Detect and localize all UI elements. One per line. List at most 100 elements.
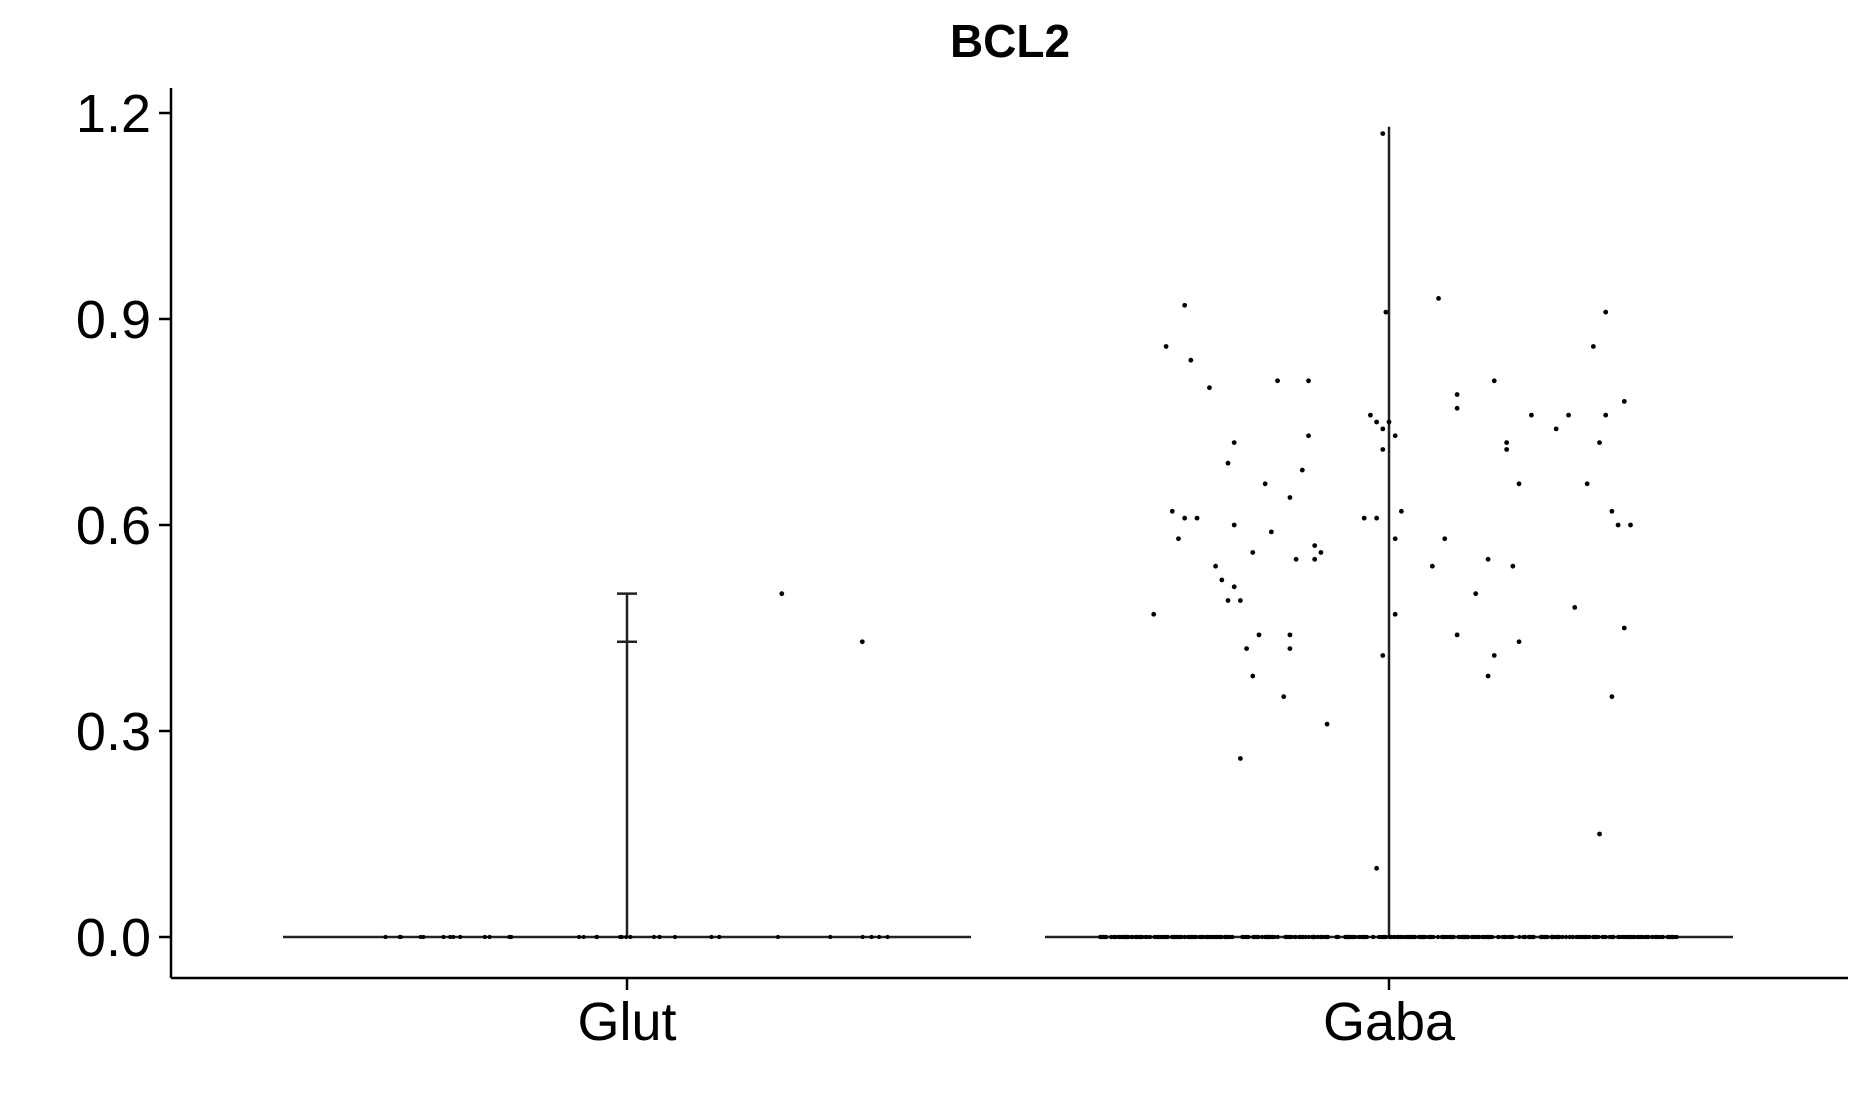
- zero-data-point: [1607, 934, 1612, 940]
- zero-data-point: [1112, 934, 1117, 940]
- data-point: [1392, 433, 1398, 439]
- data-point: [1231, 584, 1237, 590]
- data-point: [1609, 508, 1615, 514]
- data-point: [779, 591, 785, 597]
- zero-data-point: [421, 934, 426, 940]
- zero-data-point: [1563, 934, 1569, 940]
- zero-data-point: [1404, 934, 1409, 940]
- y-axis-ticks: 0.0 0.3 0.6 0.9 1.2: [76, 84, 171, 968]
- data-point: [1380, 131, 1386, 137]
- data-point: [859, 639, 865, 645]
- data-point: [1231, 522, 1237, 528]
- zero-data-point: [1411, 934, 1416, 940]
- zero-data-point: [1456, 934, 1461, 940]
- zero-data-point: [1356, 934, 1362, 940]
- data-point: [1207, 385, 1212, 391]
- data-point: [1454, 632, 1460, 638]
- zero-data-point: [1315, 934, 1320, 940]
- data-point: [1318, 550, 1324, 555]
- zero-data-point: [1481, 934, 1486, 940]
- x-tick-label: Gaba: [1323, 992, 1456, 1052]
- data-point: [1250, 673, 1256, 679]
- data-point: [1454, 405, 1460, 411]
- data-point: [1250, 550, 1256, 555]
- data-point: [1504, 440, 1510, 445]
- data-point: [1590, 344, 1596, 349]
- data-point: [1572, 605, 1578, 610]
- data-point: [1374, 865, 1380, 871]
- zero-data-point: [1650, 934, 1655, 940]
- data-point: [1213, 563, 1219, 569]
- violin-groups: [283, 126, 1733, 939]
- data-point: [1383, 309, 1389, 315]
- data-point: [1529, 412, 1534, 418]
- data-point: [1553, 426, 1559, 432]
- data-point: [1256, 632, 1262, 638]
- zero-data-point: [1673, 934, 1678, 940]
- data-point: [1361, 515, 1367, 521]
- data-point: [1287, 646, 1293, 651]
- zero-data-point: [487, 934, 492, 940]
- zero-data-point: [1292, 934, 1297, 940]
- zero-data-point: [1165, 934, 1170, 940]
- zero-data-point: [482, 934, 487, 940]
- zero-data-point: [1252, 934, 1257, 940]
- zero-data-point: [628, 934, 633, 940]
- zero-data-point: [651, 934, 657, 940]
- data-point: [1473, 591, 1479, 597]
- data-point: [1621, 399, 1627, 404]
- zero-data-point: [1560, 934, 1565, 940]
- zero-data-point: [1496, 934, 1501, 940]
- zero-data-point: [1543, 934, 1548, 940]
- zero-data-point: [1099, 934, 1104, 940]
- zero-data-point: [1523, 934, 1528, 940]
- x-axis-ticks: Glut Gaba: [577, 978, 1456, 1052]
- data-point: [1442, 536, 1448, 542]
- y-tick-label: 0.9: [76, 290, 151, 350]
- zero-data-point: [1155, 934, 1160, 940]
- zero-data-point: [1435, 934, 1441, 940]
- zero-data-point: [1351, 934, 1356, 940]
- zero-data-point: [1109, 934, 1114, 940]
- data-point: [1293, 556, 1299, 562]
- data-point: [1392, 536, 1398, 542]
- zero-data-point: [1592, 934, 1598, 940]
- data-point: [1368, 412, 1373, 418]
- zero-data-point: [1392, 934, 1397, 940]
- chart-title: BCL2: [950, 15, 1070, 67]
- zero-data-point: [1301, 934, 1306, 940]
- zero-data-point: [1182, 934, 1187, 940]
- y-tick-label: 0.0: [76, 908, 151, 968]
- data-point: [1237, 598, 1243, 603]
- data-point: [1182, 302, 1188, 308]
- zero-data-point: [1551, 934, 1556, 940]
- zero-data-point: [1275, 934, 1280, 940]
- zero-data-point: [1176, 934, 1181, 940]
- zero-data-point: [877, 934, 882, 940]
- data-point: [1169, 508, 1175, 514]
- zero-data-point: [1462, 934, 1467, 940]
- data-point: [1287, 632, 1293, 638]
- zero-data-point: [1194, 934, 1199, 940]
- zero-data-point: [397, 934, 402, 940]
- zero-data-point: [1218, 934, 1223, 940]
- zero-data-point: [1600, 934, 1605, 940]
- data-point: [1281, 694, 1287, 700]
- data-point: [1516, 481, 1522, 487]
- zero-data-point: [618, 934, 623, 940]
- zero-data-point: [1135, 934, 1140, 940]
- zero-data-point: [1635, 934, 1640, 940]
- data-point: [1182, 515, 1188, 521]
- zero-data-point: [1287, 934, 1292, 940]
- zero-data-point: [1538, 934, 1543, 940]
- zero-data-point: [1577, 934, 1583, 940]
- zero-data-point: [1188, 934, 1193, 940]
- zero-data-point: [1370, 934, 1376, 940]
- data-point: [1504, 447, 1510, 452]
- data-point: [1454, 392, 1460, 397]
- zero-data-point: [1502, 934, 1507, 940]
- data-point: [1429, 563, 1435, 569]
- data-point: [1225, 460, 1231, 466]
- zero-data-point: [1603, 934, 1608, 940]
- zero-data-point: [1670, 934, 1675, 940]
